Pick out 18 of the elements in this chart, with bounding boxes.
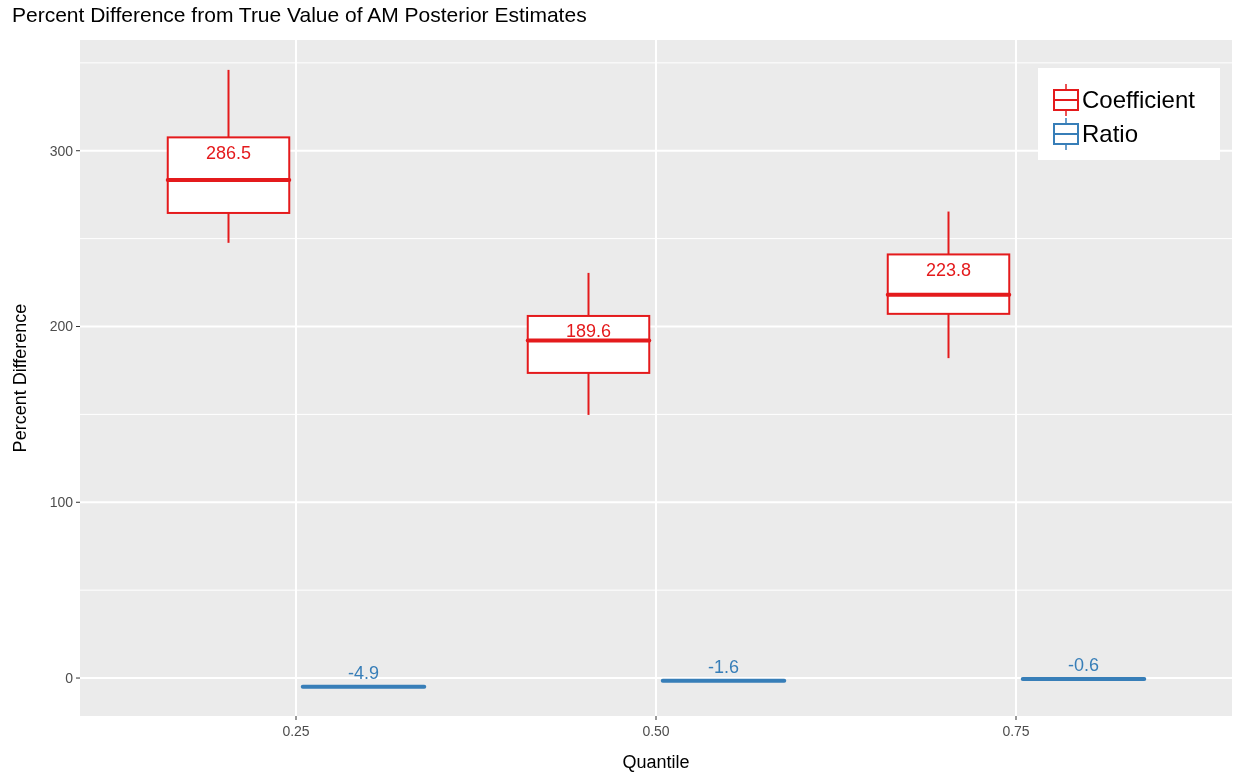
x-tick-label: 0.25	[282, 723, 310, 739]
text: -4.9	[347, 662, 380, 683]
x-tick-label: 0.50	[642, 723, 670, 739]
chart-title: Percent Difference from True Value of AM Posterior Estimates	[12, 3, 587, 26]
y-tick-label: 0	[65, 669, 74, 686]
text: 286.5	[205, 142, 252, 163]
text: 189.6	[565, 321, 612, 342]
legend-label: Coefficient	[1082, 86, 1196, 114]
legend-label: Ratio	[1082, 120, 1139, 148]
y-tick-label: 300	[49, 142, 74, 159]
y-tick-label: 100	[49, 494, 74, 511]
text: -1.6	[707, 657, 740, 678]
text: 223.8	[925, 259, 972, 280]
y-tick-label: 200	[49, 318, 74, 335]
x-tick-label: 0.75	[1002, 723, 1030, 739]
y-axis-title: Percent Difference	[10, 303, 30, 453]
x-axis-title: Quantile	[622, 752, 690, 772]
text: -0.6	[1067, 655, 1100, 676]
